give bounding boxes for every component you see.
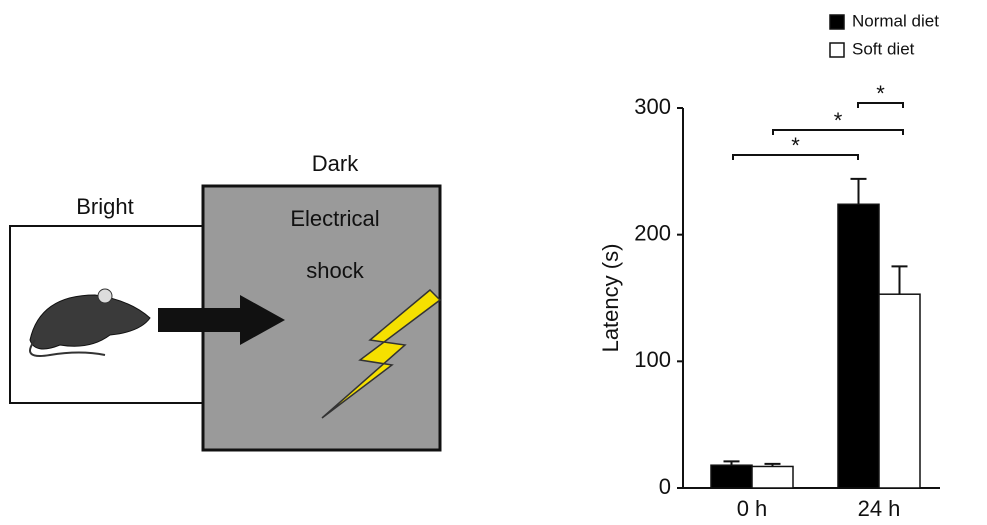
legend-swatch [829, 14, 845, 30]
bar [751, 465, 794, 489]
error-bar [850, 177, 867, 205]
dark-label: Dark [312, 151, 359, 176]
bar [837, 203, 880, 489]
significance-star: * [834, 108, 843, 133]
arrow [158, 295, 285, 345]
legend-swatch [829, 42, 845, 58]
y-tick-label: 200 [634, 220, 671, 245]
y-axis-label: Latency (s) [598, 244, 623, 353]
bar [710, 464, 753, 489]
x-tick-label: 24 h [858, 496, 901, 521]
bright-label: Bright [76, 194, 133, 219]
significance-bracket [772, 129, 904, 135]
y-tick-label: 100 [634, 347, 671, 372]
shock-label: Electrical [290, 206, 379, 231]
lightning [321, 288, 442, 419]
mouse [29, 288, 151, 357]
diagram: Bright Dark Electrical shock [9, 151, 442, 452]
legend-label: Normal diet [852, 11, 939, 30]
significance-star: * [876, 81, 885, 106]
shock-label: shock [306, 258, 364, 283]
significance-bracket [857, 102, 904, 108]
x-tick-label: 0 h [737, 496, 768, 521]
y-tick-label: 300 [634, 94, 671, 119]
significance-bracket [732, 154, 859, 160]
error-bar [891, 265, 908, 295]
bar [878, 293, 921, 489]
legend-label: Soft diet [852, 39, 915, 58]
y-tick-label: 0 [659, 474, 671, 499]
significance-star: * [791, 133, 800, 158]
